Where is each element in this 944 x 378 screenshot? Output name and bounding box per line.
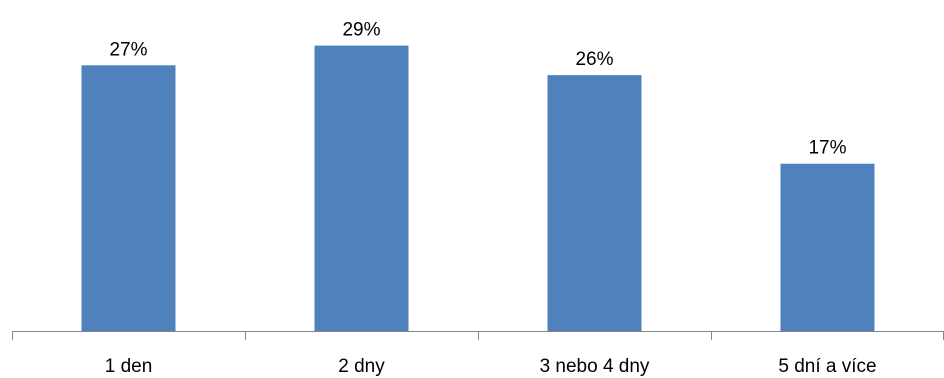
data-label-4: 17%	[808, 138, 846, 159]
category-label-1: 1 den	[105, 356, 153, 377]
category-labels-group: 1 den 2 dny 3 nebo 4 dny 5 dní a více	[105, 356, 877, 377]
bar-3	[547, 75, 642, 331]
category-label-2: 2 dny	[338, 356, 385, 377]
x-axis	[12, 331, 944, 340]
bars-group	[81, 45, 875, 332]
data-label-3: 26%	[575, 49, 613, 70]
bar-2	[314, 45, 409, 332]
data-label-2: 29%	[342, 20, 380, 41]
category-label-4: 5 dní a více	[778, 356, 876, 377]
bar-4	[780, 163, 875, 331]
value-labels-group: 27% 29% 26% 17%	[109, 20, 846, 159]
data-label-1: 27%	[109, 39, 147, 60]
bar-1	[81, 65, 176, 332]
category-label-3: 3 nebo 4 dny	[540, 356, 650, 377]
